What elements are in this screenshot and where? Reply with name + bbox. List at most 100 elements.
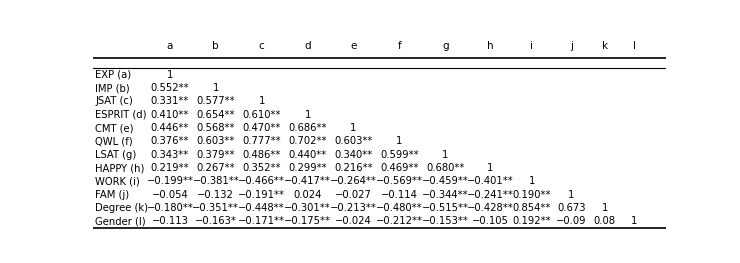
Text: −0.027: −0.027 [335, 190, 372, 200]
Text: h: h [487, 41, 494, 51]
Text: Degree (k): Degree (k) [95, 203, 148, 213]
Text: 0.376**: 0.376** [151, 136, 189, 146]
Text: 0.469**: 0.469** [380, 163, 419, 173]
Text: 0.192**: 0.192** [513, 216, 551, 226]
Text: 0.216**: 0.216** [334, 163, 373, 173]
Text: −0.163*: −0.163* [195, 216, 237, 226]
Text: −0.264**: −0.264** [330, 176, 377, 186]
Text: −0.105: −0.105 [471, 216, 508, 226]
Text: −0.569**: −0.569** [376, 176, 423, 186]
Text: −0.459**: −0.459** [422, 176, 468, 186]
Text: a: a [166, 41, 173, 51]
Text: 0.686**: 0.686** [289, 123, 327, 133]
Text: 0.680**: 0.680** [426, 163, 465, 173]
Text: IMP (b): IMP (b) [95, 83, 130, 93]
Text: 0.340**: 0.340** [334, 150, 372, 160]
Text: −0.401**: −0.401** [466, 176, 514, 186]
Text: −0.301**: −0.301** [284, 203, 331, 213]
Text: −0.351**: −0.351** [192, 203, 239, 213]
Text: 0.331**: 0.331** [151, 96, 189, 106]
Text: 0.577**: 0.577** [197, 96, 235, 106]
Text: 0.610**: 0.610** [243, 110, 281, 120]
Text: 0.552**: 0.552** [151, 83, 189, 93]
Text: 0.299**: 0.299** [289, 163, 327, 173]
Text: 0.777**: 0.777** [243, 136, 281, 146]
Text: g: g [442, 41, 448, 51]
Text: 0.352**: 0.352** [243, 163, 281, 173]
Text: Gender (l): Gender (l) [95, 216, 146, 226]
Text: c: c [259, 41, 265, 51]
Text: j: j [570, 41, 573, 51]
Text: 0.702**: 0.702** [289, 136, 327, 146]
Text: i: i [531, 41, 534, 51]
Text: −0.344**: −0.344** [422, 190, 468, 200]
Text: 0.379**: 0.379** [197, 150, 235, 160]
Text: −0.132: −0.132 [198, 190, 235, 200]
Text: 0.440**: 0.440** [289, 150, 326, 160]
Text: −0.199**: −0.199** [147, 176, 193, 186]
Text: 1: 1 [212, 83, 219, 93]
Text: FAM (j): FAM (j) [95, 190, 130, 200]
Text: e: e [350, 41, 357, 51]
Text: 0.470**: 0.470** [243, 123, 281, 133]
Text: QWL (f): QWL (f) [95, 136, 133, 146]
Text: 0.673: 0.673 [557, 203, 585, 213]
Text: −0.054: −0.054 [152, 190, 188, 200]
Text: 0.603**: 0.603** [334, 136, 373, 146]
Text: b: b [212, 41, 219, 51]
Text: ESPRIT (d): ESPRIT (d) [95, 110, 147, 120]
Text: 1: 1 [528, 176, 535, 186]
Text: 0.08: 0.08 [593, 216, 616, 226]
Text: 0.603**: 0.603** [197, 136, 235, 146]
Text: l: l [633, 41, 636, 51]
Text: −0.09: −0.09 [556, 216, 587, 226]
Text: −0.213**: −0.213** [330, 203, 377, 213]
Text: −0.241**: −0.241** [466, 190, 514, 200]
Text: −0.191**: −0.191** [238, 190, 285, 200]
Text: −0.175**: −0.175** [284, 216, 331, 226]
Text: −0.417**: −0.417** [284, 176, 331, 186]
Text: 0.599**: 0.599** [380, 150, 419, 160]
Text: −0.114: −0.114 [381, 190, 418, 200]
Text: 1: 1 [258, 96, 265, 106]
Text: 0.654**: 0.654** [197, 110, 235, 120]
Text: LSAT (g): LSAT (g) [95, 150, 137, 160]
Text: 1: 1 [350, 123, 357, 133]
Text: WORK (i): WORK (i) [95, 176, 140, 186]
Text: −0.171**: −0.171** [238, 216, 285, 226]
Text: −0.428**: −0.428** [466, 203, 514, 213]
Text: 0.854**: 0.854** [513, 203, 551, 213]
Text: 1: 1 [166, 70, 173, 80]
Text: EXP (a): EXP (a) [95, 70, 132, 80]
Text: 0.024: 0.024 [293, 190, 322, 200]
Text: 0.267**: 0.267** [197, 163, 235, 173]
Text: 1: 1 [442, 150, 448, 160]
Text: CMT (e): CMT (e) [95, 123, 134, 133]
Text: JSAT (c): JSAT (c) [95, 96, 133, 106]
Text: 1: 1 [487, 163, 493, 173]
Text: 0.343**: 0.343** [151, 150, 189, 160]
Text: k: k [602, 41, 608, 51]
Text: 1: 1 [396, 136, 403, 146]
Text: 1: 1 [568, 190, 574, 200]
Text: −0.515**: −0.515** [422, 203, 468, 213]
Text: 0.446**: 0.446** [151, 123, 189, 133]
Text: 0.219**: 0.219** [151, 163, 189, 173]
Text: 0.190**: 0.190** [513, 190, 551, 200]
Text: −0.381**: −0.381** [192, 176, 239, 186]
Text: −0.180**: −0.180** [147, 203, 193, 213]
Text: 0.410**: 0.410** [151, 110, 189, 120]
Text: −0.466**: −0.466** [238, 176, 285, 186]
Text: −0.153**: −0.153** [422, 216, 468, 226]
Text: −0.212**: −0.212** [376, 216, 423, 226]
Text: 0.568**: 0.568** [197, 123, 235, 133]
Text: 1: 1 [602, 203, 608, 213]
Text: HAPPY (h): HAPPY (h) [95, 163, 145, 173]
Text: 0.486**: 0.486** [243, 150, 281, 160]
Text: 1: 1 [304, 110, 311, 120]
Text: −0.024: −0.024 [335, 216, 371, 226]
Text: −0.448**: −0.448** [238, 203, 285, 213]
Text: 1: 1 [631, 216, 638, 226]
Text: f: f [397, 41, 401, 51]
Text: −0.480**: −0.480** [376, 203, 423, 213]
